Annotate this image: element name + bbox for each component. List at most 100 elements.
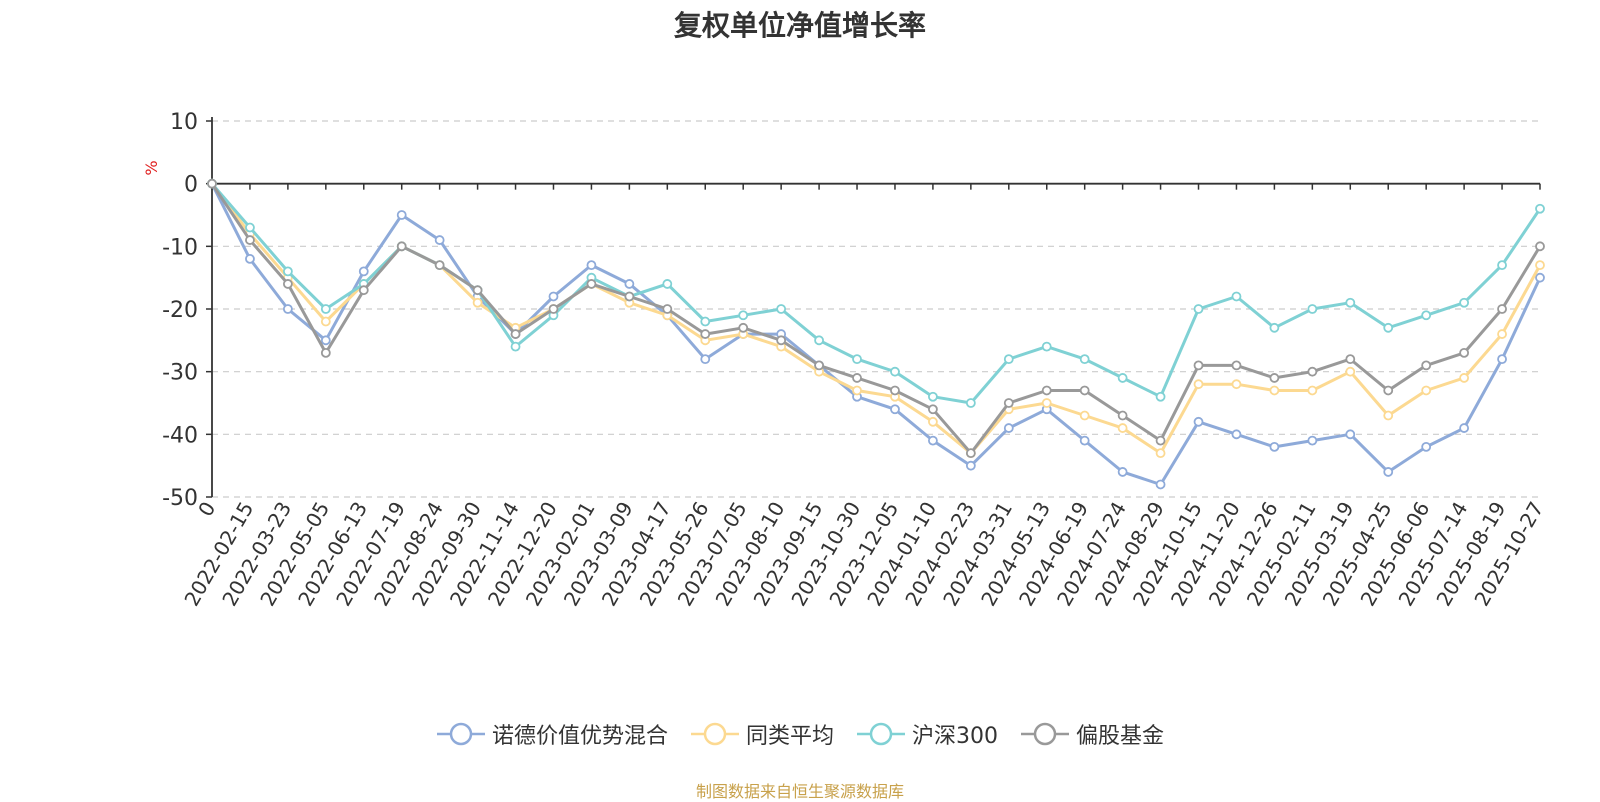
data-point (814, 335, 824, 346)
data-point (1497, 260, 1507, 271)
data-point (1041, 341, 1052, 352)
data-point (1421, 441, 1432, 452)
data-point (510, 329, 521, 339)
data-point (1193, 379, 1204, 390)
data-point (1117, 423, 1128, 433)
data-point (245, 222, 255, 233)
data-point (1497, 329, 1507, 339)
data-point (320, 304, 331, 314)
data-point (1269, 441, 1280, 452)
data-point (1345, 354, 1356, 365)
data-point (852, 354, 862, 365)
y-tick-label: -10 (162, 235, 198, 260)
data-point (1383, 385, 1394, 396)
data-point (1041, 398, 1052, 408)
data-point (890, 404, 900, 415)
series-line (210, 182, 1542, 405)
series-2 (207, 178, 1545, 408)
y-tick-label: -20 (162, 298, 198, 323)
grid-lines (212, 120, 1540, 498)
data-point (358, 285, 369, 296)
legend: 诺德价值优势混合 同类平均 沪深300 偏股基金 (0, 718, 1600, 750)
data-point (207, 178, 217, 189)
data-point (1459, 297, 1470, 308)
data-point (1497, 354, 1507, 365)
data-point (1155, 479, 1166, 490)
data-point (776, 335, 787, 346)
legend-swatch-icon (1021, 722, 1069, 746)
data-point (472, 297, 483, 308)
y-tick-label: -40 (162, 423, 198, 448)
data-point (1535, 203, 1545, 214)
data-point (1269, 385, 1280, 396)
data-point (738, 322, 749, 333)
data-point (320, 347, 331, 358)
x-tick-label: 0 (193, 498, 220, 521)
data-point (396, 241, 407, 252)
data-point (548, 291, 559, 302)
data-point (1383, 467, 1394, 477)
data-point (1307, 385, 1318, 396)
data-point (1117, 467, 1128, 477)
data-point (965, 398, 976, 408)
data-point (890, 366, 900, 377)
legend-item[interactable]: 诺德价值优势混合 (436, 718, 668, 750)
data-point (586, 279, 597, 289)
y-axis-unit: % (142, 160, 161, 175)
data-point (1421, 310, 1432, 321)
data-point (1117, 373, 1128, 383)
data-point (510, 341, 521, 352)
data-point (928, 391, 938, 402)
legend-item[interactable]: 同类平均 (690, 718, 834, 750)
data-point (1231, 429, 1242, 440)
data-point (320, 335, 331, 346)
data-point (1535, 260, 1545, 271)
data-point (245, 235, 255, 245)
data-point (1079, 410, 1090, 421)
series-line (210, 182, 1542, 455)
data-point (1193, 416, 1204, 427)
data-point (1003, 354, 1014, 365)
data-point (1079, 354, 1090, 365)
data-point (282, 279, 293, 289)
legend-label: 沪深300 (912, 724, 998, 749)
data-point (548, 304, 559, 314)
data-point (1231, 291, 1242, 302)
data-point (1155, 391, 1166, 402)
data-point (434, 235, 445, 245)
data-point (1307, 435, 1318, 446)
data-point (852, 385, 862, 396)
data-source-note: 制图数据来自恒生聚源数据库 (695, 782, 904, 801)
data-point (1421, 385, 1432, 396)
data-point (1079, 385, 1090, 396)
data-point (1459, 423, 1470, 433)
data-point (1117, 410, 1128, 421)
data-point (928, 416, 938, 427)
axes (206, 117, 1541, 498)
data-point (1459, 373, 1470, 383)
legend-swatch-icon (857, 722, 905, 746)
data-point (662, 304, 673, 314)
data-point (1155, 448, 1166, 459)
data-point (624, 291, 635, 302)
data-point (1535, 272, 1545, 283)
y-tick-label: -30 (162, 361, 198, 386)
data-point (700, 329, 711, 339)
chart-title: 复权单位净值增长率 (673, 9, 926, 42)
series-0 (207, 178, 1545, 490)
data-point (472, 285, 483, 296)
series-line (210, 182, 1542, 486)
data-point (928, 435, 938, 446)
series-line (210, 182, 1542, 455)
data-point (965, 460, 976, 471)
data-point (1535, 241, 1545, 252)
series-3 (207, 178, 1545, 459)
data-point (700, 354, 711, 365)
legend-item[interactable]: 沪深300 (856, 718, 998, 750)
data-point (965, 448, 976, 459)
data-point (1193, 304, 1204, 314)
legend-item[interactable]: 偏股基金 (1020, 718, 1164, 750)
data-point (814, 360, 824, 371)
data-point (1307, 304, 1318, 314)
data-point (624, 279, 635, 289)
